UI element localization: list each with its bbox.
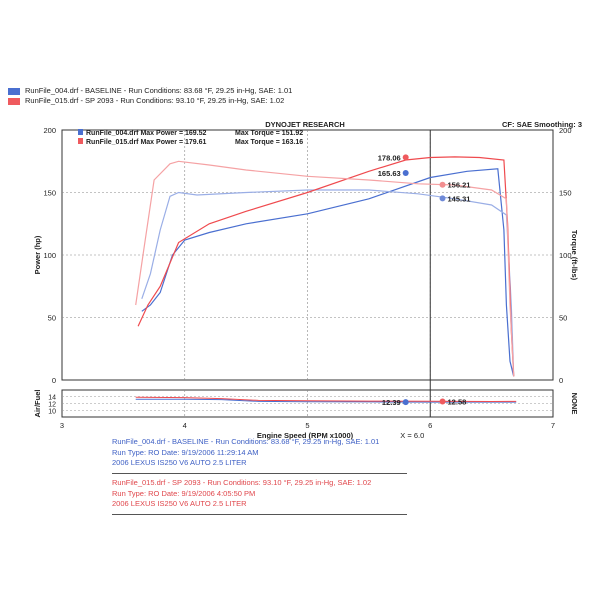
top-legend: RunFile_004.drf - BASELINE - Run Conditi… <box>8 86 292 106</box>
series-line-1 <box>141 189 515 377</box>
run-info-sp-line-3: 2006 LEXUS IS250 V6 AUTO 2.5 LITER <box>112 499 247 508</box>
series-line-3 <box>135 160 515 377</box>
run-info-sp: RunFile_015.drf - SP 2093 - Run Conditio… <box>112 478 371 510</box>
value-marker-label: 165.63 <box>378 169 401 178</box>
x-tick-label: 4 <box>183 421 187 430</box>
af-series-line-1 <box>135 396 517 403</box>
x-tick-label: 5 <box>305 421 309 430</box>
af-series-line-0 <box>135 398 517 403</box>
y2-tick-label: 100 <box>559 251 572 260</box>
series-line-2 <box>137 156 515 377</box>
value-marker-dot <box>402 154 409 161</box>
af-tick-label: 14 <box>48 395 56 402</box>
af-side-label: NONE <box>570 393 579 415</box>
y2-tick-label: 200 <box>559 126 572 135</box>
y-tick-label: 200 <box>43 126 56 135</box>
top-legend-baseline-text: RunFile_004.drf - BASELINE - Run Conditi… <box>25 86 293 95</box>
af-value-marker-dot <box>402 399 409 406</box>
af-tick-label: 12 <box>48 402 56 409</box>
x-tick-label: 6 <box>428 421 432 430</box>
run-info-baseline: RunFile_004.drf - BASELINE - Run Conditi… <box>112 437 379 469</box>
y2-axis-label: Torque (ft-lbs) <box>570 230 579 281</box>
value-marker-label: 178.06 <box>378 153 401 162</box>
af-value-marker-label: 12.39 <box>382 398 401 407</box>
run-info-sp-line-2: Run Type: RO Date: 9/19/2006 4:05:50 PM <box>112 488 256 498</box>
sp-swatch <box>8 97 20 105</box>
inner-legend-swatch <box>78 129 83 135</box>
x-tick-label: 3 <box>60 421 64 430</box>
inner-legend-right: Max Torque = 151.92 <box>235 130 303 137</box>
af-value-marker-label: 12.58 <box>448 397 467 406</box>
inner-legend-swatch <box>78 138 83 144</box>
value-marker-label: 156.21 <box>448 181 471 190</box>
run-info-bottom-rule <box>112 514 407 515</box>
y-tick-label: 150 <box>43 189 56 198</box>
series-line-0 <box>141 168 515 377</box>
run-info-baseline-line-1: RunFile_004.drf - BASELINE - Run Conditi… <box>112 437 380 446</box>
run-info-baseline-line-3: 2006 LEXUS IS250 V6 AUTO 2.5 LITER <box>112 458 247 467</box>
inner-legend-left: RunFile_004.drf Max Power = 169.52 <box>86 130 207 137</box>
run-info-sp-line-1: RunFile_015.drf - SP 2093 - Run Conditio… <box>112 478 372 487</box>
chart-header-title: DYNOJET RESEARCH <box>265 120 345 129</box>
y-tick-label: 50 <box>48 314 56 323</box>
top-legend-row-baseline: RunFile_004.drf - BASELINE - Run Conditi… <box>8 86 292 96</box>
value-marker-dot <box>402 169 409 176</box>
x-axis-label: Engine Speed (RPM x1000) <box>257 431 354 440</box>
top-legend-sp-text: RunFile_015.drf - SP 2093 - Run Conditio… <box>25 96 285 105</box>
run-info-baseline-line-2: Run Type: RO Date: 9/19/2006 11:29:14 AM <box>112 447 259 457</box>
value-marker-label: 145.31 <box>448 194 471 203</box>
af-tick-label: 10 <box>48 409 56 416</box>
inner-legend-left: RunFile_015.drf Max Power = 179.61 <box>86 139 207 146</box>
af-value-marker-dot <box>439 398 446 405</box>
y2-tick-label: 0 <box>559 376 563 385</box>
x-tick-label: 7 <box>551 421 555 430</box>
y2-tick-label: 150 <box>559 189 572 198</box>
y2-tick-label: 50 <box>559 314 567 323</box>
value-marker-dot <box>439 181 446 188</box>
y-tick-label: 0 <box>52 376 56 385</box>
baseline-swatch <box>8 87 20 95</box>
cursor-label: X = 6.0 <box>400 431 424 440</box>
run-info-divider <box>112 473 407 474</box>
value-marker-dot <box>439 195 446 202</box>
top-legend-row-sp: RunFile_015.drf - SP 2093 - Run Conditio… <box>8 96 292 106</box>
chart-header-settings: CF: SAE Smoothing: 3 <box>502 120 582 129</box>
y-tick-label: 100 <box>43 251 56 260</box>
af-axis-label: Air/Fuel <box>33 390 42 418</box>
inner-legend-right: Max Torque = 163.16 <box>235 139 303 146</box>
y-axis-label: Power (hp) <box>33 235 42 274</box>
